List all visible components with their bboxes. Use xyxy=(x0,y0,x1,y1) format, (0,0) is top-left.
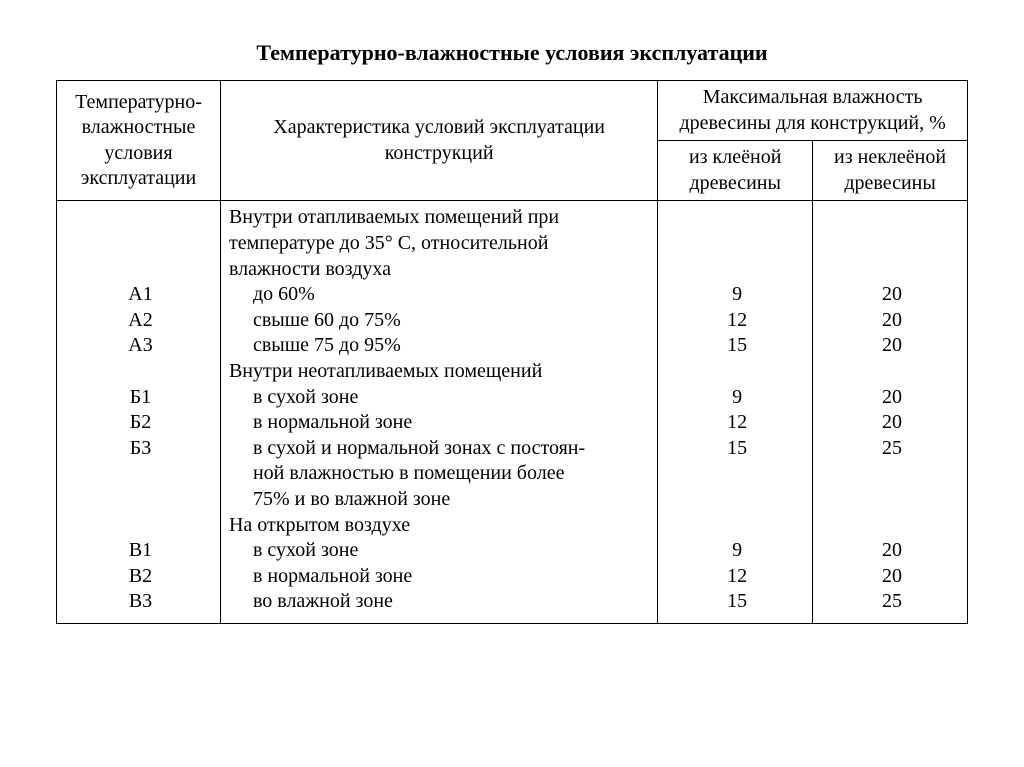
condition-desc: в сухой зоне xyxy=(229,538,653,564)
desc-cell: Внутри отапливаемых помещений притемпера… xyxy=(220,201,657,624)
header-characteristics: Характеристика условий эксплуатации конс… xyxy=(220,81,657,201)
condition-code: Б1 xyxy=(65,385,216,411)
condition-desc: в нормальной зоне xyxy=(229,410,653,436)
condition-desc: в нормальной зоне xyxy=(229,564,653,590)
condition-code: В2 xyxy=(65,564,216,590)
condition-desc: во влажной зоне xyxy=(229,589,653,615)
header-glued: из клеёной древесины xyxy=(658,141,813,201)
condition-desc: свыше 60 до 75% xyxy=(229,308,653,334)
codes-cell: А1А2А3 Б1Б2Б3 В1В2В3 xyxy=(57,201,221,624)
header-humidity-top: Максимальная влажность древесины для кон… xyxy=(658,81,968,141)
page-title: Температурно-влажностные условия эксплуа… xyxy=(56,40,968,66)
condition-code: В1 xyxy=(65,538,216,564)
condition-code: Б2 xyxy=(65,410,216,436)
condition-desc: свыше 75 до 95% xyxy=(229,333,653,359)
condition-desc: до 60% xyxy=(229,282,653,308)
header-nonglued: из неклеёной древесины xyxy=(813,141,968,201)
conditions-table: Температурно-влажностные условия эксплуа… xyxy=(56,80,968,624)
condition-code: А3 xyxy=(65,333,216,359)
condition-code: Б3 xyxy=(65,436,216,462)
v1-cell: 91215 91215 91215 xyxy=(658,201,813,624)
condition-desc: в сухой и нормальной зонах с постоян- xyxy=(229,436,653,462)
condition-desc: в сухой зоне xyxy=(229,385,653,411)
header-conditions: Температурно-влажностные условия эксплуа… xyxy=(57,81,221,201)
condition-code: А2 xyxy=(65,308,216,334)
table-row: А1А2А3 Б1Б2Б3 В1В2В3 Внутри отапливаемых… xyxy=(57,201,968,624)
condition-code: А1 xyxy=(65,282,216,308)
condition-code: В3 xyxy=(65,589,216,615)
v2-cell: 202020 202025 202025 xyxy=(813,201,968,624)
